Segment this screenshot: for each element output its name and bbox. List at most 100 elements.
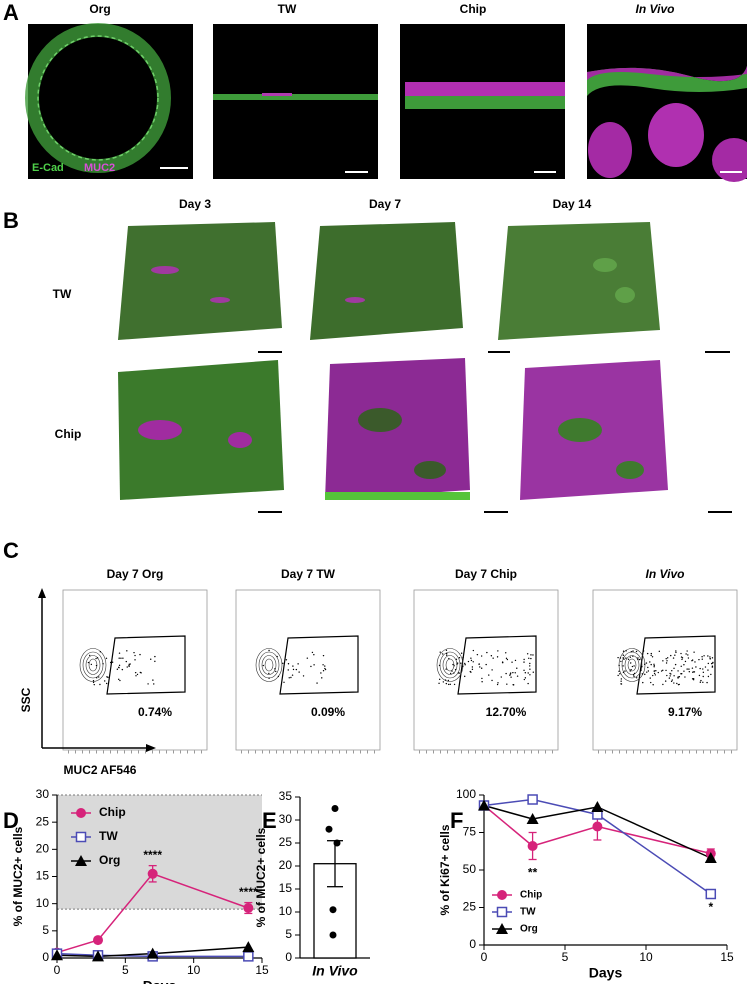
event-dot xyxy=(516,667,518,669)
event-dot xyxy=(707,655,709,657)
event-dot xyxy=(310,665,312,668)
event-dot xyxy=(445,652,448,655)
event-dot xyxy=(509,673,512,675)
event-dot xyxy=(653,672,656,675)
x-tick-label: In Vivo xyxy=(312,963,358,979)
event-dot xyxy=(96,677,98,679)
event-dot xyxy=(647,666,649,669)
event-dot xyxy=(98,676,100,678)
event-dot xyxy=(677,683,680,686)
event-dot xyxy=(496,683,499,686)
event-dot xyxy=(677,670,679,672)
event-dot xyxy=(274,668,276,670)
event-dot xyxy=(707,669,709,671)
legend-label: Chip xyxy=(520,890,542,901)
y-tick-label: 10 xyxy=(279,904,293,918)
contour xyxy=(85,655,101,675)
data-point xyxy=(333,839,341,847)
event-dot xyxy=(706,681,708,684)
y-tick-label: 75 xyxy=(463,825,477,839)
event-dot xyxy=(629,656,632,658)
event-dot xyxy=(662,669,664,672)
event-dot xyxy=(488,674,490,676)
event-dot xyxy=(490,655,493,657)
event-dot xyxy=(630,662,632,664)
event-dot xyxy=(90,663,93,666)
event-dot xyxy=(617,656,619,659)
axis-title: SSC xyxy=(19,687,33,712)
event-dot xyxy=(691,678,694,680)
column-title: TW xyxy=(278,2,297,16)
event-dot xyxy=(649,661,651,663)
arrow-head xyxy=(38,588,46,598)
event-dot xyxy=(653,664,655,667)
gate-percent: 0.74% xyxy=(138,705,172,719)
event-dot xyxy=(118,678,120,681)
event-dot xyxy=(674,654,676,656)
event-dot xyxy=(688,668,690,670)
event-dot xyxy=(99,651,102,653)
event-dot xyxy=(632,674,635,676)
event-dot xyxy=(497,650,499,652)
event-dot xyxy=(287,663,290,665)
y-tick-label: 50 xyxy=(463,862,477,876)
event-dot xyxy=(311,651,314,654)
series-line xyxy=(483,804,712,859)
event-dot xyxy=(680,656,683,658)
event-dot xyxy=(653,666,655,668)
event-dot xyxy=(295,668,298,671)
legend-marker xyxy=(75,831,87,843)
legend-label: Org xyxy=(99,853,120,867)
event-dot xyxy=(524,672,527,674)
event-dot xyxy=(632,650,634,652)
event-dot xyxy=(630,668,632,671)
event-dot xyxy=(681,657,684,659)
event-dot xyxy=(528,657,530,659)
event-dot xyxy=(688,670,691,673)
event-dot xyxy=(506,658,509,661)
event-dot xyxy=(622,654,625,656)
event-dot xyxy=(675,651,677,654)
event-dot xyxy=(470,659,473,662)
event-dot xyxy=(660,670,663,672)
micrograph: E-Cad MUC2 xyxy=(25,23,193,179)
event-dot xyxy=(527,672,529,674)
event-dot xyxy=(633,675,635,678)
event-dot xyxy=(662,660,664,662)
event-dot xyxy=(497,682,499,684)
event-dot xyxy=(447,683,450,686)
event-dot xyxy=(147,683,149,685)
event-dot xyxy=(470,657,472,659)
event-dot xyxy=(268,649,270,652)
y-tick-label: 15 xyxy=(279,881,293,895)
event-dot xyxy=(652,684,654,686)
event-dot xyxy=(460,652,463,654)
event-dot xyxy=(87,661,90,664)
event-dot xyxy=(702,681,704,684)
gate-percent: 12.70% xyxy=(486,705,527,719)
y-tick-label: 25 xyxy=(279,835,293,849)
contour xyxy=(621,651,643,679)
legend-label: TW xyxy=(520,907,536,918)
event-dot xyxy=(670,654,672,657)
event-dot xyxy=(447,679,450,682)
axis-title: % of Ki67+ cells xyxy=(438,824,452,915)
event-dot xyxy=(292,668,295,671)
event-dot xyxy=(622,650,625,652)
data-point xyxy=(329,906,337,914)
event-dot xyxy=(469,670,472,673)
event-dot xyxy=(471,668,474,671)
event-dot xyxy=(711,657,714,659)
event-dot xyxy=(116,668,119,670)
x-tick-label: 10 xyxy=(639,950,653,964)
event-dot xyxy=(291,674,294,676)
legend-label: Chip xyxy=(99,805,126,819)
event-dot xyxy=(478,663,480,665)
event-dot xyxy=(118,657,120,659)
event-dot xyxy=(619,673,621,675)
row-title: Chip xyxy=(55,427,82,441)
event-dot xyxy=(506,683,508,685)
event-dot xyxy=(455,658,458,660)
plot-title: Day 7 Chip xyxy=(455,567,517,581)
panel-letter: F xyxy=(450,808,463,833)
